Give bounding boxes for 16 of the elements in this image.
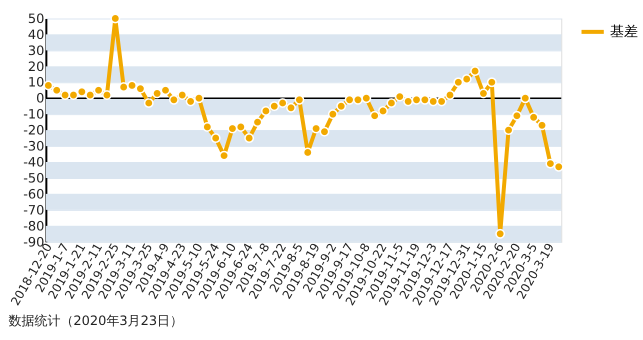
y-tick-label: -70 (23, 203, 44, 218)
y-tick-label: 50 (28, 12, 44, 27)
y-tick-label: -10 (23, 108, 44, 123)
y-tick-label: 20 (28, 60, 44, 75)
y-tick-label: 40 (28, 28, 44, 43)
y-tick-label: -60 (23, 187, 44, 202)
y-tick-label: -30 (23, 140, 44, 155)
y-tick-label: 30 (28, 44, 44, 59)
y-tick-label: -80 (23, 219, 44, 234)
y-tick-label: 0 (36, 92, 44, 107)
legend-label: 基差 (610, 24, 638, 40)
y-tick-label: -40 (23, 156, 44, 170)
y-tick-label: -20 (23, 124, 44, 139)
y-tick-label: -50 (23, 171, 44, 186)
y-tick-label: 10 (28, 76, 44, 91)
text: 数据统计（2020年3月23日） (8, 314, 184, 329)
